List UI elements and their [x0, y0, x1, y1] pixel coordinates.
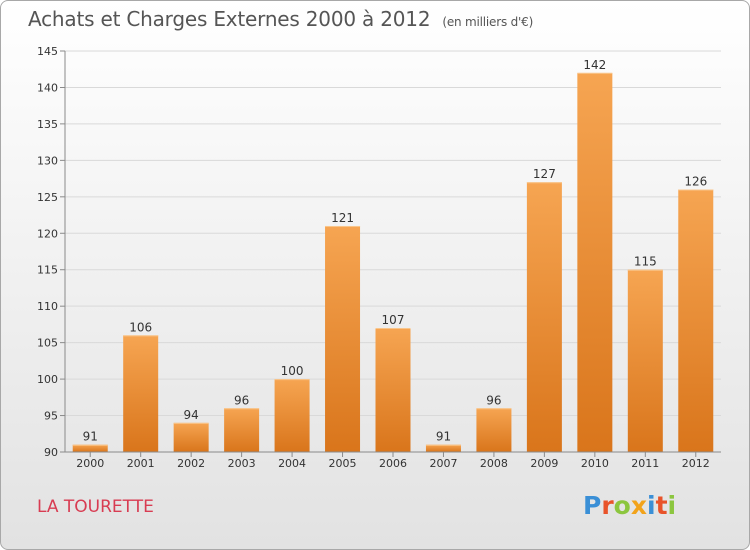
x-tick-label-2002: 2002: [177, 457, 205, 470]
data-label-2010: 142: [583, 58, 606, 72]
data-label-2009: 127: [533, 167, 556, 181]
logo-letter: t: [655, 491, 668, 520]
y-tick-label: 115: [37, 264, 58, 277]
bar-2010: [577, 72, 613, 452]
bar-2011: [627, 269, 663, 452]
bar-2004: [274, 379, 310, 452]
y-tick-label: 125: [37, 191, 58, 204]
bar-2002: [173, 422, 209, 452]
data-label-2000: 91: [83, 430, 98, 444]
bars: [72, 72, 714, 452]
bar-2007: [425, 444, 461, 452]
y-tick-label: 95: [44, 410, 58, 423]
data-label-2007: 91: [436, 430, 451, 444]
chart-title-text: Achats et Charges Externes 2000 à 2012: [28, 7, 431, 31]
x-tick-label-2001: 2001: [127, 457, 155, 470]
bar-2008: [476, 408, 512, 452]
bar-2006: [375, 328, 411, 452]
y-tick-label: 100: [37, 373, 58, 386]
x-tick-label-2012: 2012: [682, 457, 710, 470]
data-label-2002: 94: [184, 408, 199, 422]
data-label-2012: 126: [684, 175, 707, 189]
bar-2000: [72, 444, 108, 452]
data-label-2011: 115: [634, 255, 657, 269]
y-tick-label: 145: [37, 45, 58, 58]
y-tick-label: 140: [37, 81, 58, 94]
bar-2005: [325, 225, 361, 452]
logo-letter: P: [583, 491, 602, 520]
place-name: LA TOURETTE: [37, 497, 154, 517]
x-tick-label-2006: 2006: [379, 457, 407, 470]
x-tick-label-2007: 2007: [429, 457, 457, 470]
chart-title: Achats et Charges Externes 2000 à 2012 (e…: [28, 7, 533, 31]
x-tick-label-2003: 2003: [228, 457, 256, 470]
y-tick-label: 105: [37, 337, 58, 350]
chart-unit: (en milliers d'€): [442, 15, 534, 29]
data-label-2001: 106: [129, 320, 152, 334]
x-tick-label-2004: 2004: [278, 457, 306, 470]
logo-letter: i: [667, 491, 677, 520]
logo-letter: r: [601, 491, 614, 520]
x-tick-label-2000: 2000: [76, 457, 104, 470]
x-tick-label-2011: 2011: [631, 457, 659, 470]
logo-letter: x: [630, 491, 647, 520]
bar-2001: [123, 335, 159, 452]
x-tick-label-2008: 2008: [480, 457, 508, 470]
x-tick-label-2005: 2005: [329, 457, 357, 470]
bar-2003: [224, 408, 260, 452]
logo-letter: i: [647, 491, 656, 520]
y-tick-label: 90: [44, 446, 58, 459]
axes: [60, 50, 721, 457]
proxiti-logo[interactable]: Proxiti: [583, 491, 676, 520]
y-tick-label: 135: [37, 118, 58, 131]
y-tick-label: 130: [37, 154, 58, 167]
data-label-2005: 121: [331, 211, 354, 225]
logo-letter: o: [613, 491, 631, 520]
bar-2009: [526, 182, 562, 452]
data-label-2004: 100: [281, 364, 304, 378]
y-tick-label: 110: [37, 300, 58, 313]
bar-2012: [678, 189, 714, 452]
data-label-2003: 96: [234, 393, 249, 407]
labels: 90 95 100 105 110 115 120 125 130 135 140 145 2000 91…: [37, 45, 710, 470]
y-tick-label: 120: [37, 227, 58, 240]
data-label-2006: 107: [382, 313, 405, 327]
data-label-2008: 96: [486, 393, 501, 407]
x-tick-label-2010: 2010: [581, 457, 609, 470]
x-tick-label-2009: 2009: [530, 457, 558, 470]
